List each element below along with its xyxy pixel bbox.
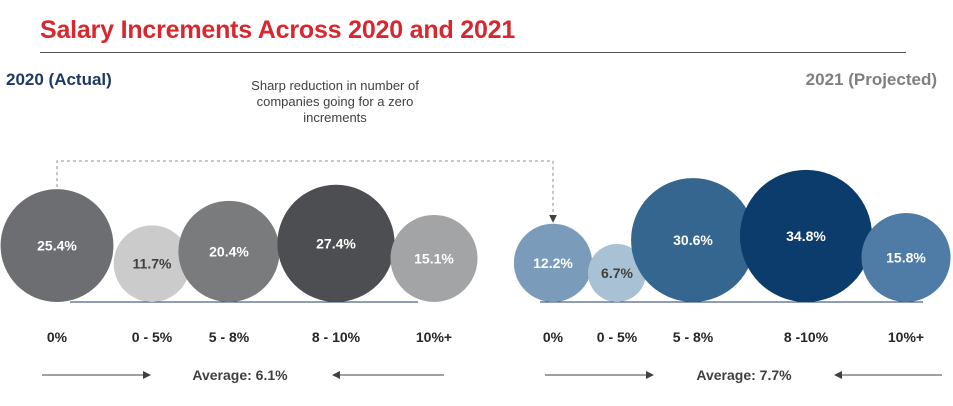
category-label-1-2: 5 - 8% [673, 329, 714, 345]
bubble-1-3 [739, 169, 873, 302]
category-label-0-2: 5 - 8% [209, 329, 250, 345]
data-label-0-0: 25.4% [37, 238, 77, 254]
average-label-0: Average: 6.1% [192, 367, 288, 383]
data-label-1-4: 15.8% [886, 249, 926, 265]
category-label-0-0: 0% [47, 329, 68, 345]
data-label-0-3: 27.4% [316, 235, 356, 251]
bubble-0-2 [178, 200, 280, 302]
panel-label-2020: 2020 (Actual) [6, 70, 112, 89]
data-label-0-1: 11.7% [133, 256, 172, 272]
category-label-1-4: 10%+ [888, 329, 924, 345]
data-label-1-2: 30.6% [673, 232, 713, 248]
data-label-1-0: 12.2% [533, 255, 573, 271]
bubble-1-4 [861, 212, 951, 302]
average-label-1: Average: 7.7% [696, 367, 792, 383]
bubble-0-1 [113, 225, 191, 302]
bubble-0-4 [390, 214, 478, 302]
zero-increment-connector [56, 160, 557, 223]
panel-label-2021: 2021 (Projected) [805, 70, 937, 89]
data-label-0-4: 15.1% [414, 250, 454, 266]
category-label-1-3: 8 -10% [784, 329, 829, 345]
category-label-0-4: 10%+ [416, 329, 452, 345]
data-label-1-3: 34.8% [786, 228, 826, 244]
category-label-1-0: 0% [543, 329, 564, 345]
category-label-0-1: 0 - 5% [132, 329, 173, 345]
bubble-1-2 [631, 178, 755, 302]
category-label-1-1: 0 - 5% [597, 329, 638, 345]
bubble-1-1 [588, 244, 646, 302]
chart-title: Salary Increments Across 2020 and 2021 [40, 16, 516, 44]
annotation-text: Sharp reduction in number of companies g… [251, 78, 419, 125]
bubble-0-3 [277, 184, 395, 302]
data-label-0-2: 20.4% [209, 243, 249, 259]
category-label-0-3: 8 - 10% [312, 329, 361, 345]
bubble-1-0 [513, 223, 593, 302]
data-label-1-1: 6.7% [601, 265, 633, 281]
bubble-0-0 [0, 189, 114, 302]
title-divider [40, 52, 906, 53]
